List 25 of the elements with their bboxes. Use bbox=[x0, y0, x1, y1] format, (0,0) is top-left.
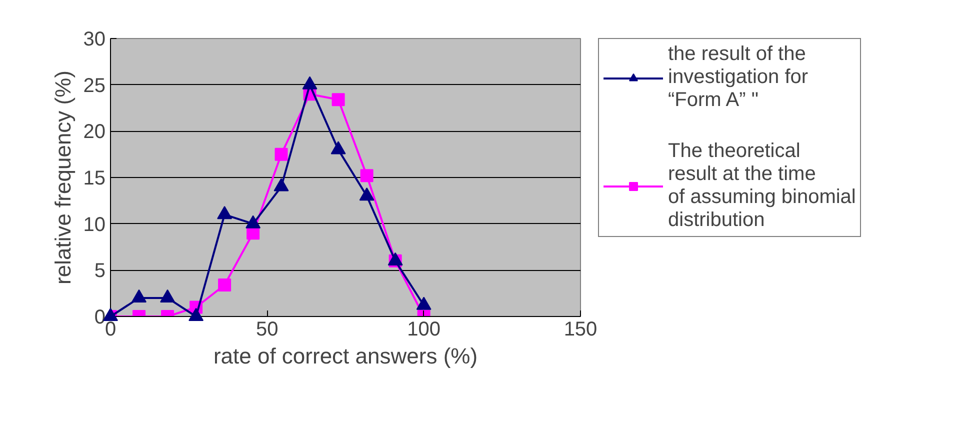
point bbox=[332, 93, 345, 106]
point bbox=[416, 296, 432, 310]
x-axis-title: rate of correct answers (%) bbox=[213, 344, 478, 368]
point bbox=[359, 187, 374, 201]
legend-label: the result of the investigation for “Form A” " bbox=[668, 43, 808, 112]
y-tick-label: 20 bbox=[83, 121, 106, 144]
y-axis-title: relative frequency (%) bbox=[50, 70, 76, 284]
point bbox=[188, 308, 204, 322]
y-tick-label: 15 bbox=[83, 168, 106, 190]
point bbox=[274, 148, 288, 161]
x-tick-label: 150 bbox=[564, 318, 598, 340]
x-tick-label: 50 bbox=[256, 318, 278, 340]
point bbox=[160, 289, 176, 303]
y-tick-label: 30 bbox=[83, 28, 106, 50]
point bbox=[274, 178, 289, 192]
point bbox=[246, 215, 261, 228]
point bbox=[132, 289, 147, 303]
y-tick-label: 10 bbox=[83, 214, 106, 236]
point bbox=[217, 206, 232, 220]
y-tick-label: 25 bbox=[83, 74, 106, 97]
point bbox=[330, 141, 346, 154]
y-tick-label: 5 bbox=[94, 260, 106, 282]
point bbox=[360, 169, 374, 182]
legend-label: The theoretical result at the time of assuming binomial distribution bbox=[668, 140, 856, 232]
x-tick-label: 100 bbox=[407, 318, 441, 340]
